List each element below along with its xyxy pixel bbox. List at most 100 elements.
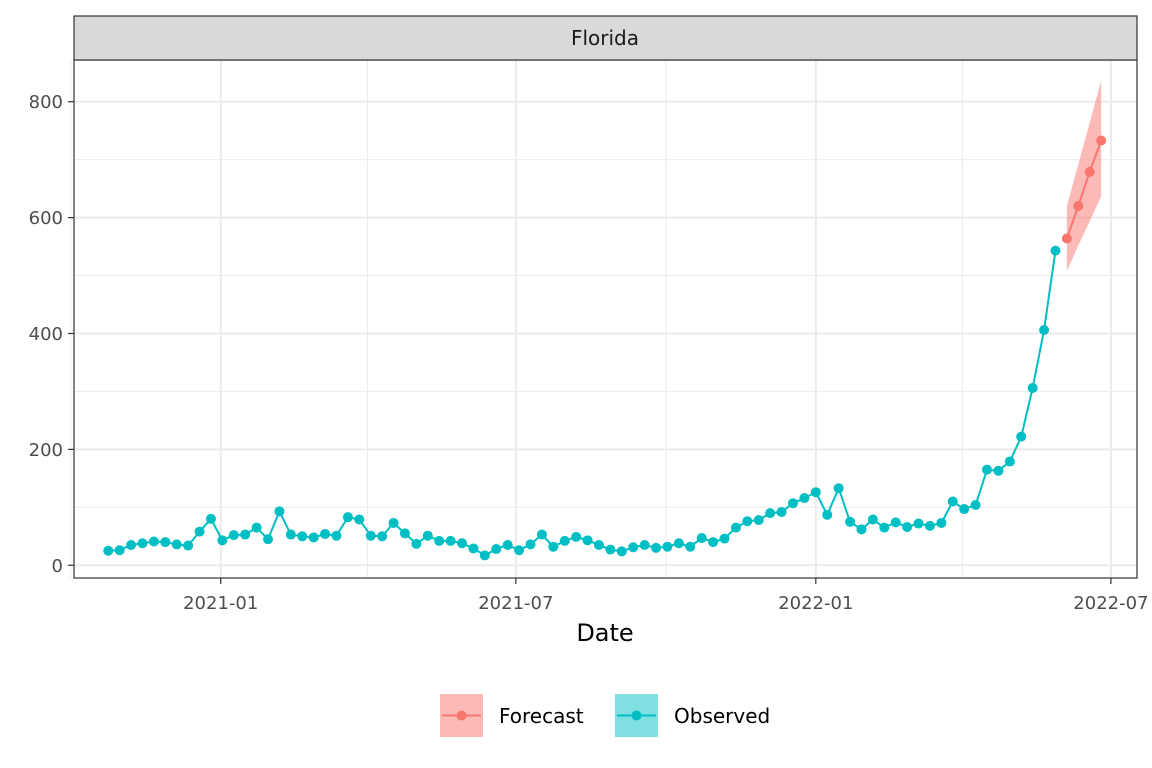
observed-point — [765, 508, 776, 519]
observed-point — [651, 542, 662, 553]
observed-point — [457, 538, 468, 549]
observed-point — [388, 517, 399, 528]
y-tick-label: 800 — [29, 92, 63, 113]
x-axis-title: Date — [576, 619, 633, 647]
observed-point — [548, 541, 559, 552]
observed-point — [320, 528, 331, 539]
observed-point — [924, 520, 935, 531]
x-tick-label: 2021-07 — [478, 593, 553, 614]
observed-point — [148, 536, 159, 547]
observed-point — [308, 532, 319, 543]
observed-point — [673, 538, 684, 549]
facet-title: Florida — [571, 26, 639, 50]
observed-point — [137, 538, 148, 549]
observed-point — [787, 498, 798, 509]
observed-point — [662, 541, 673, 552]
observed-point — [696, 533, 707, 544]
observed-point — [126, 539, 137, 550]
observed-point — [491, 544, 502, 555]
legend-label-forecast: Forecast — [499, 704, 584, 728]
observed-point — [719, 533, 730, 544]
observed-point — [913, 518, 924, 529]
observed-point — [879, 522, 890, 533]
observed-point — [810, 487, 821, 498]
observed-point — [263, 534, 274, 545]
observed-point — [708, 537, 719, 548]
minor-grid — [70, 60, 1137, 578]
observed-point — [285, 529, 296, 540]
observed-point — [251, 522, 262, 533]
observed-point — [411, 538, 422, 549]
forecast-point — [1061, 233, 1072, 244]
observed-point — [342, 512, 353, 523]
observed-point — [103, 545, 114, 556]
observed-point — [171, 539, 182, 550]
observed-point — [525, 539, 536, 550]
legend: Forecast Observed — [440, 694, 770, 737]
legend-key-point-observed — [631, 710, 642, 721]
observed-point — [742, 516, 753, 527]
x-tick-label: 2022-01 — [778, 593, 853, 614]
observed-point — [993, 465, 1004, 476]
observed-point — [947, 496, 958, 507]
forecast-band-layer — [1066, 80, 1102, 271]
observed-point — [1027, 382, 1038, 393]
observed-point — [845, 516, 856, 527]
y-tick-label: 600 — [29, 208, 63, 229]
observed-point — [331, 530, 342, 541]
observed-point — [502, 539, 513, 550]
observed-point — [228, 530, 239, 541]
observed-point — [936, 517, 947, 528]
observed-point — [959, 504, 970, 515]
observed-point — [799, 493, 810, 504]
observed-point — [365, 530, 376, 541]
series-point-layer — [103, 135, 1107, 561]
observed-point — [514, 545, 525, 556]
observed-point — [354, 514, 365, 525]
legend-label-observed: Observed — [674, 704, 770, 728]
observed-point — [479, 550, 490, 561]
facet-strip-background — [73, 15, 1138, 61]
observed-point — [559, 535, 570, 546]
observed-point — [434, 535, 445, 546]
y-axis: 0 200 400 600 800 — [29, 92, 74, 577]
observed-point — [422, 530, 433, 541]
facet-strip: Florida — [73, 15, 1138, 61]
forecast-point — [1096, 135, 1107, 146]
forecast-interval-band — [1066, 80, 1102, 271]
forecast-point — [1073, 201, 1084, 212]
forecast-line — [1065, 140, 1103, 239]
observed-point — [274, 506, 285, 517]
y-tick-label: 400 — [29, 324, 63, 345]
observed-point — [114, 545, 125, 556]
observed-point — [160, 537, 171, 548]
observed-point — [240, 529, 251, 540]
observed-point — [593, 539, 604, 550]
observed-point — [194, 526, 205, 537]
observed-point — [297, 531, 308, 542]
observed-point — [205, 513, 216, 524]
observed-point — [890, 517, 901, 528]
observed-point — [867, 514, 878, 525]
observed-point — [833, 483, 844, 494]
observed-point — [183, 540, 194, 551]
observed-point — [1050, 245, 1061, 256]
observed-point — [217, 535, 228, 546]
observed-point — [982, 464, 993, 475]
observed-point — [605, 544, 616, 555]
x-tick-label: 2021-01 — [183, 593, 258, 614]
observed-point — [639, 539, 650, 550]
observed-point — [468, 543, 479, 554]
observed-point — [616, 546, 627, 557]
y-tick-label: 200 — [29, 440, 63, 461]
observed-point — [753, 515, 764, 526]
forecast-point — [1084, 166, 1095, 177]
y-tick-label: 0 — [52, 556, 63, 577]
observed-point — [582, 535, 593, 546]
legend-key-point-forecast — [456, 710, 467, 721]
observed-point — [822, 509, 833, 520]
observed-point — [856, 524, 867, 535]
observed-point — [1016, 431, 1027, 442]
